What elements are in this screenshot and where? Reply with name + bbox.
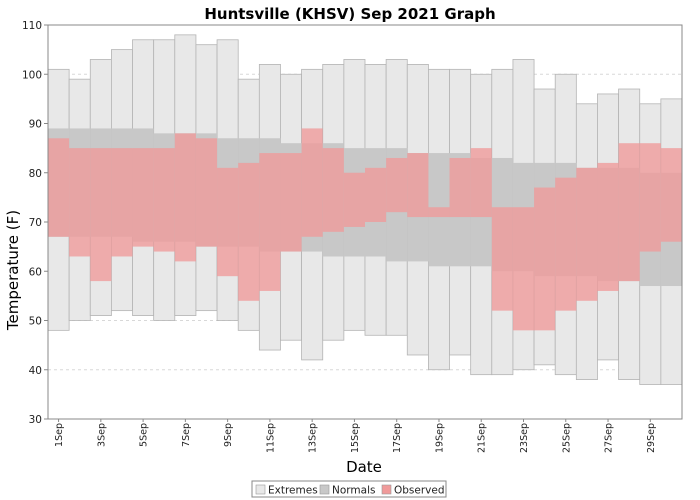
y-tick-label: 60: [29, 266, 42, 278]
y-tick-label: 30: [29, 414, 42, 426]
observed-bar: [343, 172, 365, 227]
observed-bar: [69, 148, 91, 257]
observed-bar: [660, 148, 682, 242]
observed-bar: [597, 162, 619, 291]
x-tick-label: 15Sep: [350, 423, 361, 453]
x-tick-label: 11Sep: [265, 423, 276, 453]
y-axis-ticks: 30 40 50 60 70 80 90 100 110: [22, 20, 48, 426]
legend-box: [251, 480, 447, 498]
x-tick-label: 25Sep: [561, 423, 572, 453]
observed-bar: [217, 167, 239, 277]
x-tick-label: 17Sep: [392, 423, 403, 453]
y-axis-label: Temperature (F): [4, 210, 22, 331]
bars: [47, 34, 683, 385]
observed-bar: [238, 162, 260, 301]
x-tick-label: 21Sep: [477, 423, 488, 453]
observed-bar: [301, 128, 323, 237]
observed-bar: [407, 153, 429, 218]
x-tick-label: 13Sep: [308, 423, 319, 453]
observed-bar: [153, 148, 175, 252]
y-tick-label: 100: [22, 69, 42, 81]
observed-bar: [576, 167, 598, 301]
observed-bar: [491, 207, 513, 311]
observed-bar: [195, 138, 218, 247]
x-tick-label: 19Sep: [434, 423, 445, 453]
legend-label-observed: Observed: [394, 485, 445, 497]
x-tick-label: 7Sep: [181, 423, 192, 447]
observed-bar: [259, 153, 281, 291]
observed-bar: [111, 148, 133, 257]
x-axis-label: Date: [346, 458, 382, 476]
x-tick-label: 29Sep: [646, 423, 657, 453]
chart-title: Huntsville (KHSV) Sep 2021 Graph: [204, 5, 495, 23]
observed-bar: [428, 207, 450, 218]
x-tick-label: 3Sep: [96, 423, 107, 447]
observed-bar: [365, 167, 387, 222]
x-tick-label: 5Sep: [139, 423, 150, 447]
observed-bar: [639, 143, 661, 252]
observed-bar: [174, 133, 196, 262]
x-tick-label: 9Sep: [223, 423, 234, 447]
observed-bar: [386, 157, 408, 213]
x-tick-label: 23Sep: [519, 423, 530, 453]
y-tick-label: 70: [29, 217, 42, 229]
legend-label-normals: Normals: [332, 485, 375, 497]
y-tick-label: 80: [29, 168, 42, 180]
observed-bar: [470, 148, 492, 218]
y-tick-label: 90: [29, 119, 42, 131]
legend-label-extremes: Extremes: [268, 485, 318, 497]
observed-bar: [132, 148, 154, 247]
x-tick-label: 1Sep: [54, 423, 65, 447]
x-tick-label: 27Sep: [604, 423, 615, 453]
legend-swatch-extremes: [255, 484, 266, 495]
observed-bar: [322, 148, 344, 232]
observed-bar: [449, 157, 471, 218]
observed-bar: [48, 138, 70, 237]
legend-swatch-normals: [319, 484, 330, 495]
legend-swatch-observed: [381, 484, 392, 495]
observed-bar: [555, 177, 577, 311]
y-tick-label: 40: [29, 365, 42, 377]
y-tick-label: 50: [29, 316, 42, 328]
observed-bar: [512, 207, 535, 331]
y-tick-label: 110: [22, 20, 42, 32]
observed-bar: [618, 143, 640, 282]
legend: Extremes Normals Observed: [251, 480, 447, 498]
x-axis-ticks: 1Sep 3Sep 5Sep 7Sep 9Sep 11Sep 13Sep 15Sep 17Sep…: [54, 419, 657, 453]
observed-bar: [90, 148, 112, 282]
observed-bar: [280, 153, 302, 252]
observed-bar: [534, 187, 556, 331]
